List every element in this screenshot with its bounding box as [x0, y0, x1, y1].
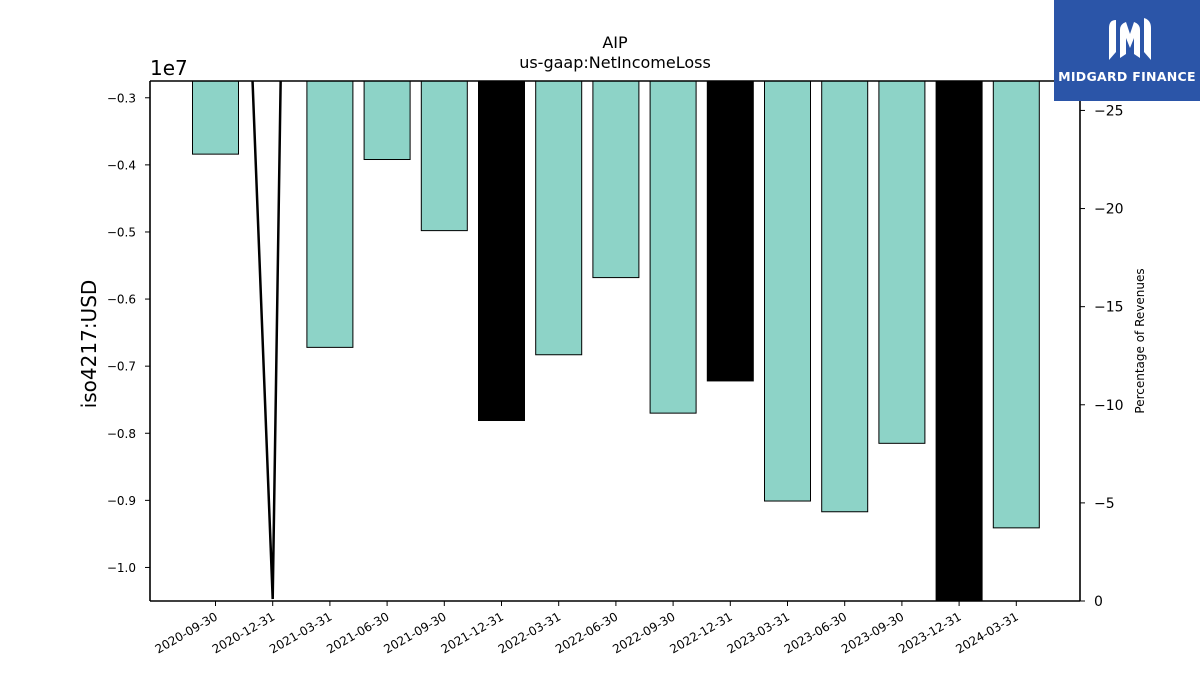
x-tick-label: 2023-12-31 [896, 609, 963, 656]
y2-tick-label: −15 [1094, 300, 1124, 316]
bar-2020-09-30 [192, 81, 239, 155]
bar-2022-06-30 [592, 81, 640, 279]
bar-2021-12-31 [478, 81, 525, 422]
bar-2023-03-31 [764, 81, 811, 502]
y-tick-label: −0.8 [107, 427, 136, 441]
x-tick-label: 2022-09-30 [610, 609, 677, 656]
x-tick-label: 2022-06-30 [553, 609, 620, 656]
y-tick-label: −0.9 [107, 494, 136, 508]
y2-axis-label: Percentage of Revenues [1133, 268, 1147, 413]
y-axis-label: iso4217:USD [77, 280, 101, 409]
x-tick-label: 2024-03-31 [953, 609, 1020, 656]
y2-tick-label: −25 [1094, 103, 1124, 119]
bar-2022-09-30 [649, 81, 697, 414]
x-tick-label: 2021-09-30 [381, 609, 448, 656]
chart-title: AIP [602, 33, 628, 52]
logo-mark-icon [1109, 18, 1151, 60]
bar-2024-03-31 [992, 81, 1040, 529]
bar-2021-03-31 [306, 81, 354, 348]
x-tick-label: 2023-03-31 [725, 609, 792, 656]
x-tick-label: 2020-12-31 [210, 609, 277, 656]
x-tick-label: 2022-12-31 [667, 609, 734, 656]
bar-2021-06-30 [363, 81, 411, 161]
x-tick-label: 2021-06-30 [324, 609, 391, 656]
logo-text: MIDGARD FINANCE [1058, 69, 1196, 84]
x-tick-label: 2021-12-31 [439, 609, 506, 656]
y-tick-label: −0.3 [107, 91, 136, 105]
chart-subtitle: us-gaap:NetIncomeLoss [519, 53, 711, 72]
bar-2022-03-31 [535, 81, 583, 356]
y2-tick-label: −20 [1094, 202, 1124, 218]
y2-tick-label: 0 [1094, 594, 1103, 610]
x-tick-label: 2023-06-30 [782, 609, 849, 656]
bar-2021-09-30 [420, 81, 468, 232]
y-tick-label: −0.6 [107, 293, 136, 307]
bar-2022-12-31 [706, 81, 754, 382]
y2-tick-label: −5 [1094, 496, 1115, 512]
x-tick-label: 2022-03-31 [496, 609, 563, 656]
midgard-finance-logo: MIDGARD FINANCE [1054, 0, 1200, 101]
y-tick-label: −0.5 [107, 225, 136, 239]
x-tick-label: 2023-09-30 [839, 609, 906, 656]
y-tick-label: −1.0 [107, 561, 136, 575]
bar-2023-09-30 [878, 81, 926, 444]
y-tick-label: −0.4 [107, 158, 136, 172]
y-tick-label: −0.7 [107, 360, 136, 374]
bar-2023-12-31 [935, 81, 983, 601]
bar-2023-06-30 [821, 81, 869, 513]
x-tick-label: 2020-09-30 [153, 609, 220, 656]
percentage-line [251, 81, 282, 600]
y-offset-label: 1e7 [150, 56, 188, 80]
x-tick-label: 2021-03-31 [267, 609, 334, 656]
y2-tick-label: −10 [1094, 398, 1124, 414]
